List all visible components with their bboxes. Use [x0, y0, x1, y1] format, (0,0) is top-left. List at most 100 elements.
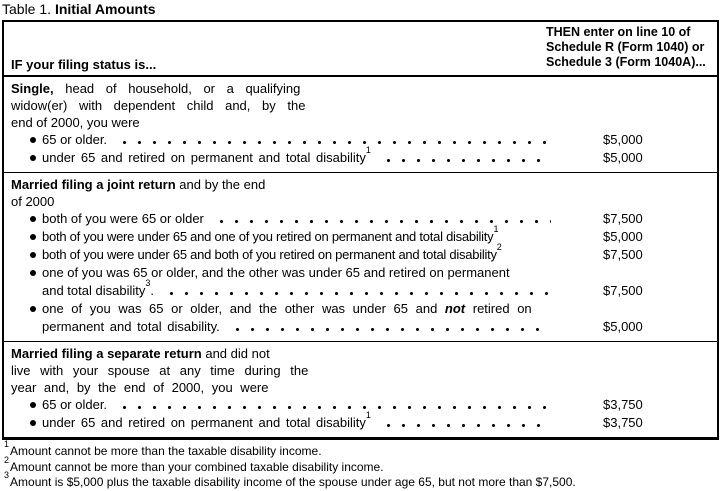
- bullet-icon: [30, 306, 36, 312]
- table-row-continuation: and total disability3. $7,500: [4, 278, 717, 300]
- condition-text-main: under 65 and retired on permanent and to…: [42, 415, 366, 430]
- footnote-text: Amount cannot be more than your combined…: [10, 459, 384, 474]
- footnote-text: Amount cannot be more than the taxable d…: [10, 444, 322, 458]
- footnote-ref: 3: [145, 277, 151, 288]
- footnote-ref: 2: [496, 241, 502, 252]
- dot-leader: [115, 140, 551, 145]
- condition-text: both of you were 65 or older: [42, 211, 204, 226]
- condition-text: both of you were under 65 and both of yo…: [42, 242, 502, 264]
- filing-status-lead: Married filing a joint return: [11, 177, 176, 192]
- table-title-prefix: Table 1.: [2, 1, 55, 17]
- table-header-row: IF your filing status is... THEN enter o…: [4, 22, 717, 77]
- dot-leader: [115, 405, 551, 410]
- table-row: under 65 and retired on permanent and to…: [4, 410, 717, 432]
- intro-line: Married filing a separate return and did…: [11, 345, 717, 362]
- bullet-icon: [30, 234, 36, 240]
- amount-value: $3,750: [603, 415, 643, 430]
- condition-text-main: and total disability: [42, 283, 146, 298]
- section-single-intro: Single, head of household, or a qualifyi…: [4, 80, 717, 131]
- condition-text: one of you was 65 or older, and the othe…: [42, 300, 532, 318]
- section-married-joint-intro: Married filing a joint return and by the…: [4, 176, 717, 210]
- table-row: 65 or older. $5,000: [4, 131, 717, 149]
- intro-line: of 2000: [11, 194, 55, 209]
- intro-text: and by the end: [175, 177, 266, 192]
- amount-value: $5,000: [603, 132, 643, 147]
- header-then-line: Schedule R (Form 1040) or: [546, 40, 705, 54]
- bullet-icon: [30, 270, 36, 276]
- footnote: 1Amount cannot be more than the taxable …: [4, 440, 721, 460]
- intro-text: and did not: [201, 346, 270, 361]
- amount-value: $7,500: [603, 247, 643, 262]
- condition-text-tail: retired on: [465, 301, 532, 316]
- bullet-icon: [30, 420, 36, 426]
- amount-value: $5,000: [603, 229, 643, 244]
- condition-text-tail: .: [150, 283, 154, 298]
- condition-text: both of you were under 65 and one of you…: [42, 224, 498, 246]
- table-row: one of you was 65 or older, and the othe…: [4, 264, 717, 282]
- condition-text-main: under 65 and retired on permanent and to…: [42, 150, 366, 165]
- table-row: both of you were under 65 and one of you…: [4, 224, 717, 246]
- intro-line: Married filing a joint return and by the…: [11, 176, 717, 193]
- section-single: Single, head of household, or a qualifyi…: [4, 77, 717, 173]
- footnote: 2Amount cannot be more than your combine…: [4, 455, 721, 476]
- dot-leader: [227, 327, 551, 332]
- filing-status-lead: Married filing a separate return: [11, 346, 202, 361]
- condition-text: under 65 and retired on permanent and to…: [42, 410, 371, 432]
- intro-line: year and, by the end of 2000, you were: [11, 380, 269, 395]
- section-married-separate: Married filing a separate return and did…: [4, 342, 717, 437]
- initial-amounts-table: IF your filing status is... THEN enter o…: [2, 20, 719, 440]
- footnote-ref: 1: [493, 223, 499, 234]
- table-row: under 65 and retired on permanent and to…: [4, 145, 717, 167]
- footnote-text: Amount is $5,000 plus the taxable disabi…: [10, 475, 576, 489]
- dot-leader: [211, 219, 551, 224]
- condition-text-main: one of you was 65 or older, and the othe…: [42, 301, 445, 316]
- header-then-line: Schedule 3 (Form 1040A)...: [546, 55, 706, 69]
- section-married-joint: Married filing a joint return and by the…: [4, 173, 717, 342]
- intro-text: head of household, or a qualifying: [53, 81, 301, 96]
- intro-line: end of 2000, you were: [11, 115, 140, 130]
- dot-leader: [378, 423, 551, 428]
- amount-value: $7,500: [603, 211, 643, 226]
- intro-line: live with your spouse at any time during…: [11, 363, 309, 378]
- filing-status-lead: Single,: [11, 81, 54, 96]
- footnote-marker: 3: [4, 470, 10, 480]
- table-row: 65 or older. $3,750: [4, 396, 717, 414]
- intro-line: widow(er) with dependent child and, by t…: [11, 98, 306, 113]
- table-row-continuation: permanent and total disability. $5,000: [4, 318, 717, 336]
- footnote-ref: 1: [365, 409, 371, 420]
- amount-value: $3,750: [603, 397, 643, 412]
- footnotes: 1Amount cannot be more than the taxable …: [4, 440, 721, 491]
- bullet-icon: [30, 137, 36, 143]
- condition-text: and total disability3.: [42, 278, 154, 300]
- dot-leader: [378, 158, 551, 163]
- bullet-icon: [30, 155, 36, 161]
- bullet-icon: [30, 402, 36, 408]
- footnote-marker: 1: [4, 439, 10, 449]
- condition-text-main: both of you were under 65 and one of you…: [42, 229, 494, 244]
- table-title-name: Initial Amounts: [54, 1, 156, 17]
- condition-text: 65 or older.: [42, 132, 108, 147]
- amount-value: $5,000: [603, 319, 643, 334]
- table-row: one of you was 65 or older, and the othe…: [4, 300, 717, 318]
- condition-text: 65 or older.: [42, 397, 108, 412]
- header-then-column: THEN enter on line 10 of Schedule R (For…: [546, 22, 717, 75]
- table-row: both of you were 65 or older $7,500: [4, 210, 717, 228]
- table-title: Table 1. Initial Amounts: [2, 1, 721, 17]
- amount-value: $5,000: [603, 150, 643, 165]
- condition-text: one of you was 65 or older, and the othe…: [42, 265, 510, 280]
- header-then-line: THEN enter on line 10 of: [546, 25, 691, 39]
- header-if-column: IF your filing status is...: [4, 22, 546, 75]
- header-if-label: IF your filing status is...: [11, 57, 157, 72]
- bullet-icon: [30, 252, 36, 258]
- section-married-separate-intro: Married filing a separate return and did…: [4, 345, 717, 396]
- emphasis-not: not: [444, 301, 466, 316]
- footnote: 3Amount is $5,000 plus the taxable disab…: [4, 471, 721, 491]
- table-row: both of you were under 65 and both of yo…: [4, 242, 717, 264]
- dot-leader: [161, 291, 551, 296]
- condition-text: permanent and total disability.: [42, 319, 220, 334]
- bullet-icon: [30, 216, 36, 222]
- condition-text: under 65 and retired on permanent and to…: [42, 145, 371, 167]
- footnote-ref: 1: [365, 144, 371, 155]
- footnote-marker: 2: [4, 454, 10, 465]
